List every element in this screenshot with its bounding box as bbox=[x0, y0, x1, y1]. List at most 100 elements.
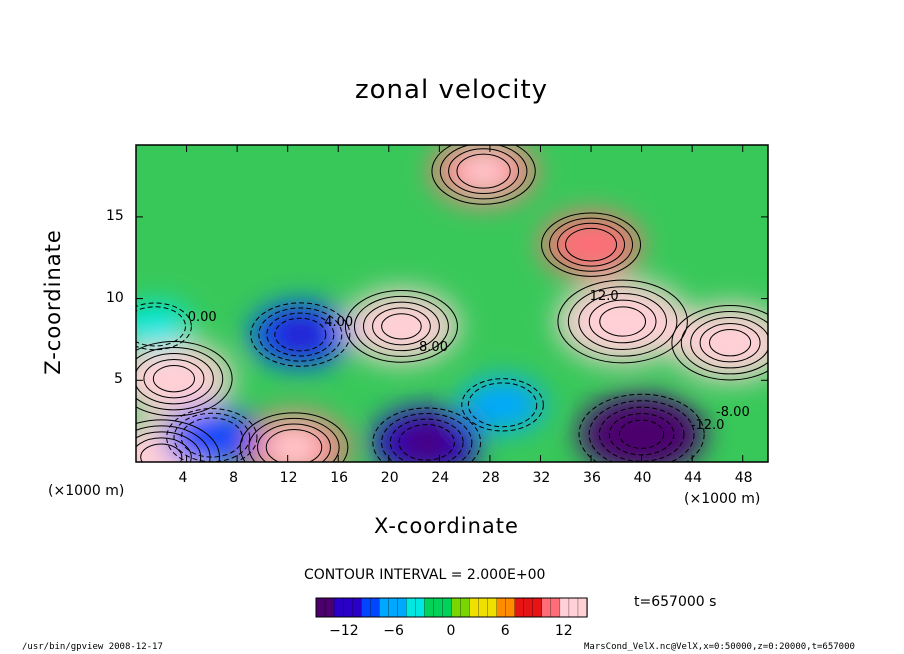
contour-line bbox=[143, 358, 205, 399]
x-unit-left: (×1000 m) bbox=[48, 483, 125, 499]
contour-line bbox=[699, 323, 761, 363]
contour-line bbox=[353, 295, 449, 357]
field-core bbox=[606, 412, 677, 457]
contour-line bbox=[381, 413, 473, 462]
contour-line bbox=[136, 431, 202, 462]
colorbar-segment bbox=[568, 597, 579, 618]
plot-frame bbox=[135, 144, 769, 463]
time-label: t=657000 s bbox=[634, 594, 717, 610]
contour-line bbox=[439, 145, 528, 200]
colorbar-segment bbox=[406, 597, 417, 618]
field-core bbox=[370, 306, 433, 347]
x-tick-label: 12 bbox=[279, 470, 298, 486]
contour-line bbox=[239, 412, 349, 462]
contour-line bbox=[363, 301, 440, 352]
colorbar-segment bbox=[324, 597, 335, 618]
contour-line bbox=[549, 217, 634, 272]
field-core bbox=[272, 316, 328, 353]
source-label: MarsCond_VelX.nc@VelX,x=0:50000,z=0:2000… bbox=[584, 642, 855, 652]
contour-line bbox=[136, 306, 186, 347]
contour-line bbox=[557, 222, 626, 267]
colorbar-segment bbox=[460, 597, 471, 618]
colorbar-segment bbox=[469, 597, 480, 618]
contour-line bbox=[274, 317, 327, 352]
contour-line bbox=[565, 227, 618, 262]
x-tick-label: 24 bbox=[431, 470, 450, 486]
colorbar-tick-label: 12 bbox=[554, 623, 573, 639]
field-core bbox=[479, 390, 526, 420]
contour-line bbox=[578, 393, 705, 462]
colorbar-tick-label: −6 bbox=[383, 623, 404, 639]
colorbar-segment bbox=[361, 597, 371, 618]
contour-line bbox=[578, 292, 667, 350]
contour-line bbox=[372, 307, 431, 346]
contour-label: -8.00 bbox=[716, 404, 750, 420]
field-core bbox=[454, 152, 513, 190]
colorbar-segment bbox=[379, 597, 389, 618]
y-tick-label: 15 bbox=[106, 207, 124, 224]
colorbar-segment bbox=[496, 597, 507, 618]
field-core bbox=[396, 423, 457, 462]
colorbar-segment bbox=[442, 597, 453, 618]
contour-line bbox=[389, 418, 464, 462]
contour-line bbox=[398, 424, 455, 461]
contour-line bbox=[709, 329, 752, 357]
contour-line bbox=[166, 408, 258, 462]
contour-line bbox=[680, 311, 768, 375]
contour-line bbox=[136, 437, 192, 462]
contour-line bbox=[557, 279, 688, 364]
colorbar-segment bbox=[315, 597, 326, 618]
contour-line bbox=[567, 286, 678, 357]
contour-label: 8.00 bbox=[419, 339, 448, 355]
contour-line bbox=[671, 305, 768, 381]
contour-line bbox=[448, 148, 520, 195]
contour-label: 12.0 bbox=[589, 288, 619, 304]
contour-label: -12.0 bbox=[690, 418, 725, 434]
colorbar-tick-label: 0 bbox=[446, 623, 456, 639]
x-tick-label: 36 bbox=[583, 470, 601, 486]
y-axis-title: Z-coordinate bbox=[40, 229, 65, 375]
contour-line bbox=[599, 306, 647, 337]
contour-line bbox=[258, 307, 343, 362]
contour-line bbox=[588, 400, 695, 462]
contour-line bbox=[248, 417, 340, 462]
colorbar-tick-label: −12 bbox=[329, 623, 359, 639]
contour-line bbox=[431, 145, 536, 205]
contour-line bbox=[266, 312, 335, 357]
contour-line bbox=[541, 212, 642, 277]
x-tick-label: 44 bbox=[684, 470, 702, 486]
field-core bbox=[563, 227, 619, 263]
program-label: /usr/bin/gpview 2008-12-17 bbox=[22, 642, 163, 652]
colorbar-segment bbox=[559, 597, 570, 618]
contour-line bbox=[136, 302, 192, 351]
colorbar-segment bbox=[487, 597, 498, 618]
colorbar-segment bbox=[433, 597, 444, 618]
x-unit-right: (×1000 m) bbox=[684, 491, 761, 507]
x-tick-label: 40 bbox=[633, 470, 652, 486]
contour-line bbox=[180, 417, 243, 458]
x-tick-label: 4 bbox=[178, 470, 188, 486]
colorbar-segment bbox=[505, 597, 516, 618]
contour-line bbox=[265, 429, 323, 462]
colorbar-segment bbox=[342, 597, 353, 618]
colorbar-segment bbox=[333, 597, 344, 618]
contour-line bbox=[136, 352, 214, 405]
contour-line bbox=[608, 413, 675, 456]
contour-interval: CONTOUR INTERVAL = 2.000E+00 bbox=[304, 567, 546, 583]
colorbar-segment bbox=[370, 597, 380, 618]
contour-line bbox=[467, 382, 538, 428]
contour-line bbox=[618, 419, 665, 449]
colorbar-segment bbox=[388, 597, 398, 618]
contour-label: 0.00 bbox=[187, 310, 217, 326]
field-core bbox=[136, 313, 176, 340]
colorbar-segment bbox=[478, 597, 489, 618]
colorbar-frame bbox=[315, 597, 588, 618]
colorbar-segment bbox=[550, 597, 561, 618]
contour-line bbox=[140, 443, 183, 462]
colorbar-tick-label: 6 bbox=[500, 623, 510, 639]
field-core bbox=[586, 298, 659, 345]
y-tick-label: 10 bbox=[106, 289, 124, 306]
colorbar-segment bbox=[577, 597, 588, 618]
x-tick-label: 16 bbox=[330, 470, 349, 486]
